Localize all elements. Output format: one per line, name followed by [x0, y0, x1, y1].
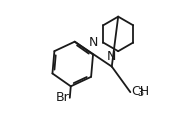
Text: N: N	[89, 36, 98, 49]
Text: CH: CH	[132, 85, 150, 98]
Text: Br: Br	[55, 91, 69, 104]
Text: 3: 3	[138, 88, 144, 98]
Text: N: N	[107, 50, 116, 63]
